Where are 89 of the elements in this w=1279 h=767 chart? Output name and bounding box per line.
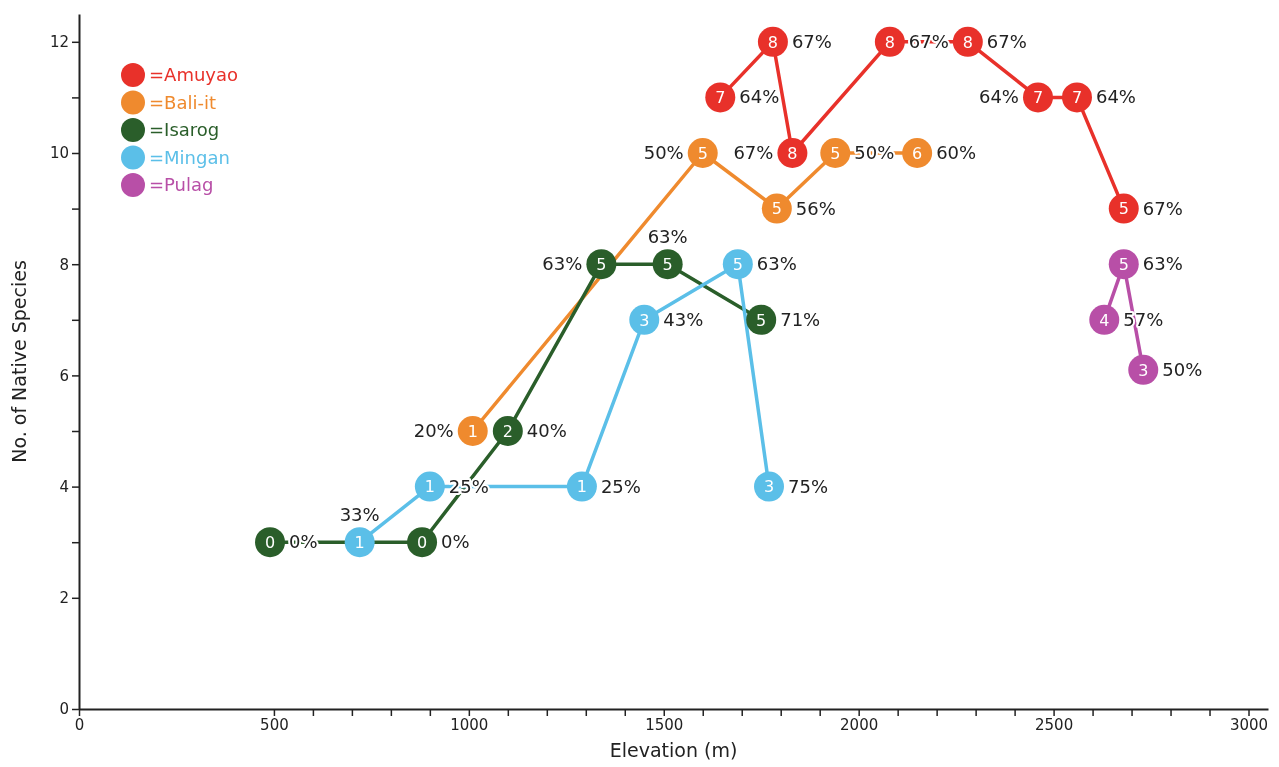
annotation: 8 [787,143,798,163]
annotation: 3 [1138,360,1149,380]
annotation: 5 [662,254,673,274]
point [874,26,905,57]
x-tick-label: 2500 [1035,715,1074,734]
annotation: 5 [1118,254,1129,274]
annotation: 20% [413,420,454,441]
annotation: 43% [663,308,704,330]
legend-label: =Amuyao [149,64,239,86]
annotation: 25% [600,475,641,497]
annotation: 64% [739,86,780,108]
point [1061,82,1092,113]
point [746,304,777,335]
annotation: 4 [1099,310,1110,330]
annotation: 60% [936,142,977,163]
y-tick-label: 4 [59,477,69,496]
annotation: 63% [756,253,797,275]
legend-label: =Isarog [149,119,220,141]
annotation: 1 [467,421,478,441]
annotation: 71% [780,308,821,330]
annotation: 5 [771,199,782,219]
annotation: 1 [424,477,435,497]
annotation: 2 [502,421,513,441]
x-tick-label: 1500 [645,715,684,734]
point [1128,354,1159,385]
y-tick-label: 6 [59,366,69,385]
point [414,471,445,502]
annotation: 0% [441,531,470,553]
annotation: 67% [986,30,1027,52]
annotation: 8 [962,32,973,52]
annotation: 63% [647,226,688,248]
x-tick-label: 0 [74,715,85,734]
annotation: 5 [1118,199,1129,219]
annotation: 50% [1162,358,1203,380]
annotation: 1 [354,532,365,552]
point [722,249,753,280]
point [566,471,597,502]
annotation: 7 [1071,88,1083,108]
annotation: 64% [1095,86,1136,108]
annotation: 3 [639,310,650,330]
y-tick-label: 8 [59,255,69,274]
annotation: 8 [884,32,895,52]
annotation: 63% [1142,253,1183,275]
annotation: 40% [526,420,567,441]
annotation: 5 [732,254,743,274]
annotation: 1 [576,477,587,497]
annotation: 56% [795,197,836,219]
point [344,527,375,558]
annotation: 5 [697,143,708,163]
annotation: 5 [830,143,841,163]
annotation: 3 [763,477,775,497]
x-tick-label: 3000 [1229,715,1269,734]
annotation: 64% [978,86,1019,108]
point [407,527,438,558]
x-axis-title: Elevation (m) [609,739,738,761]
annotation: 50% [643,142,684,163]
annotation: 8 [767,32,778,52]
point [761,193,792,224]
annotation: 5 [596,254,607,274]
annotation: 0 [264,532,276,552]
y-tick-label: 10 [49,144,69,163]
y-tick-label: 2 [59,589,69,608]
annotation: 7 [1032,88,1044,108]
point [255,527,286,558]
annotation: 67% [1142,197,1183,219]
annotation: 33% [339,504,380,526]
annotation: 7 [715,88,726,108]
point [586,249,617,280]
annotation: 67% [791,30,832,52]
y-tick-label: 0 [59,700,69,719]
annotation: 0 [416,532,428,552]
annotation: 6 [912,143,923,163]
point [705,82,736,113]
legend-label: =Mingan [149,146,230,168]
point [754,471,785,502]
annotation: 63% [542,253,583,275]
point [1108,249,1139,280]
point [1108,193,1139,224]
annotation: 67% [733,142,774,163]
point [629,304,660,335]
y-axis-title: No. of Native Species [8,260,30,463]
x-tick-label: 500 [260,715,289,734]
annotation: 5 [756,310,767,330]
legend-label: =Pulag [149,174,214,196]
y-tick-label: 12 [49,33,69,52]
annotation: 75% [788,475,829,497]
x-tick-label: 1000 [450,715,489,734]
legend-label: =Bali-it [149,91,217,113]
x-tick-label: 2000 [840,715,879,734]
